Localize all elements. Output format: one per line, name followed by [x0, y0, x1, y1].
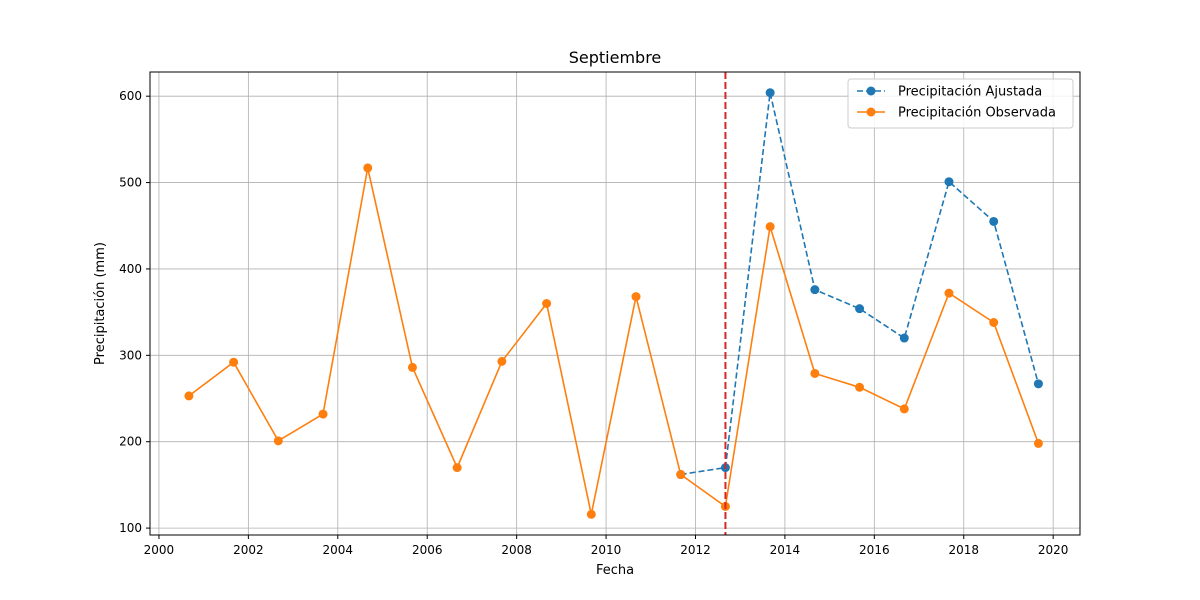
data-point	[542, 299, 552, 308]
x-tick-label: 2012	[680, 543, 711, 557]
data-point	[899, 333, 909, 343]
x-tick-label: 2010	[591, 543, 622, 557]
data-point	[497, 356, 507, 366]
x-tick-label: 2006	[412, 543, 443, 557]
data-point	[765, 222, 775, 232]
y-tick-label: 600	[119, 89, 142, 103]
data-point	[452, 463, 462, 473]
data-point	[989, 216, 999, 226]
series-observada	[184, 163, 1043, 519]
y-tick-label: 200	[119, 435, 142, 449]
x-tick-label: 2014	[770, 543, 801, 557]
legend-marker	[866, 107, 876, 117]
y-axis-label: Precipitación (mm)	[93, 242, 108, 365]
data-point	[631, 292, 641, 302]
y-tick-label: 400	[119, 262, 142, 276]
data-point	[318, 409, 328, 419]
x-tick-label: 2018	[948, 543, 979, 557]
x-tick-label: 2008	[501, 543, 532, 557]
data-point	[676, 470, 686, 480]
legend-label: Precipitación Ajustada	[898, 85, 1042, 100]
x-axis-ticks: 2000 2002 2004 2006 2008 2010 2012 2014 2016 2018…	[144, 535, 1069, 557]
y-tick-label: 300	[119, 348, 142, 362]
chart-title: Septiembre	[569, 48, 662, 67]
data-point	[273, 436, 283, 446]
data-point	[855, 304, 865, 314]
data-point	[989, 318, 999, 328]
legend-box	[847, 78, 1074, 129]
data-point	[899, 404, 909, 414]
x-tick-label: 2002	[233, 543, 264, 557]
data-point	[407, 362, 417, 372]
x-tick-label: 2004	[323, 543, 354, 557]
data-point	[586, 509, 596, 519]
legend-label: Precipitación Observada	[898, 106, 1056, 121]
data-point	[810, 368, 820, 378]
data-point	[765, 88, 775, 98]
data-point	[229, 357, 239, 367]
x-tick-label: 2016	[859, 543, 890, 557]
data-point	[810, 285, 820, 295]
y-tick-label: 500	[119, 176, 142, 190]
data-point	[184, 391, 194, 401]
data-point	[363, 163, 373, 173]
y-axis-ticks: 100 200 300 400 500 600	[119, 89, 150, 535]
data-point	[1033, 379, 1043, 389]
x-axis-label: Fecha	[596, 563, 634, 578]
y-tick-label: 100	[119, 521, 142, 535]
legend-marker	[866, 86, 876, 96]
series-line	[680, 92, 1040, 476]
series-ajustada	[676, 88, 1043, 480]
data-point	[944, 288, 954, 298]
data-point	[855, 382, 865, 392]
plot-frame	[149, 71, 1081, 536]
legend: Precipitación Ajustada Precipitación Obse…	[847, 78, 1074, 129]
series-layer	[184, 88, 1043, 519]
data-point	[1033, 438, 1043, 448]
x-tick-label: 2020	[1038, 543, 1069, 557]
data-point	[944, 177, 954, 187]
x-tick-label: 2000	[144, 543, 175, 557]
series-line	[188, 167, 1040, 515]
